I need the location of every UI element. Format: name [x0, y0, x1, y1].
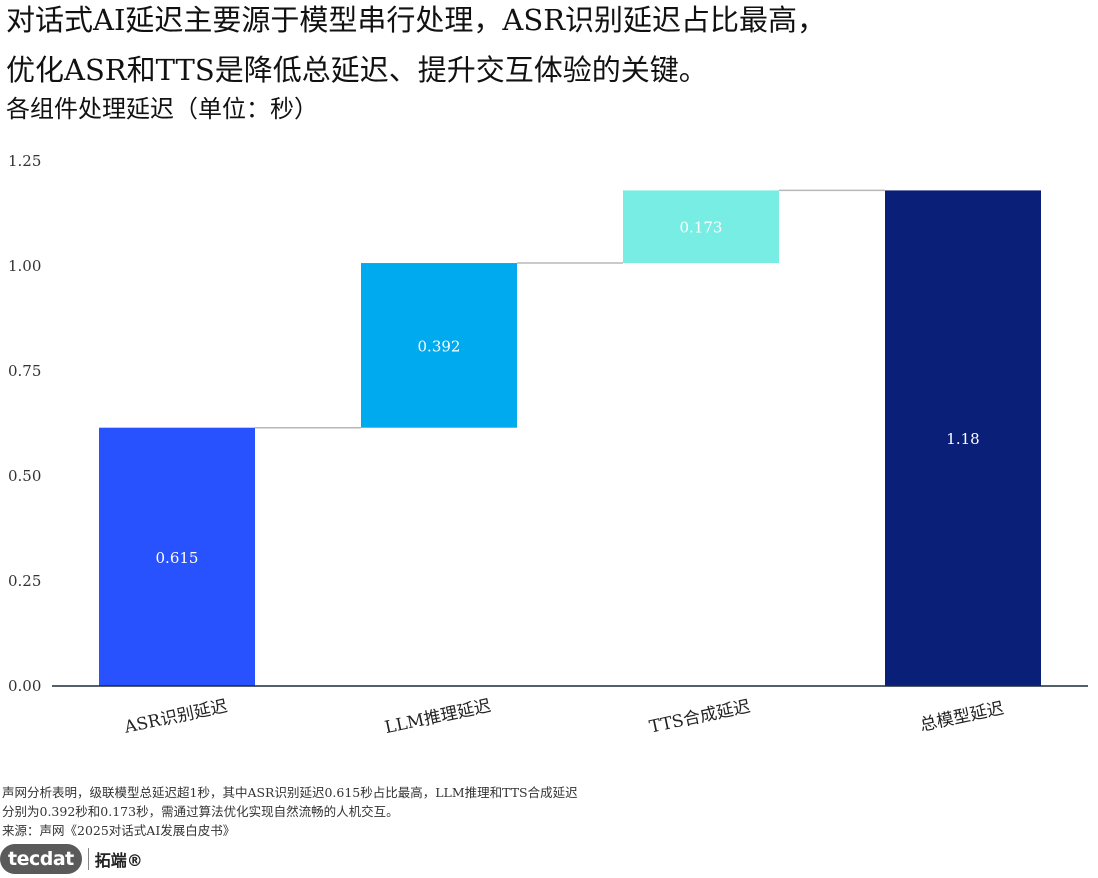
y-tick-label: 0.25: [8, 572, 41, 590]
waterfall-bar: [623, 190, 779, 264]
chart-title-line-2: 优化ASR和TTS是降低总延迟、提升交互体验的关键。: [6, 53, 708, 87]
logo-divider: [87, 848, 89, 870]
logo-badge: tecdat: [0, 844, 82, 874]
x-tick-label: TTS合成延迟: [648, 697, 753, 738]
x-tick-label: 总模型延迟: [918, 698, 1005, 735]
data-label: 0.615: [156, 549, 199, 567]
waterfall-bar: [885, 190, 1041, 686]
x-tick-label: LLM推理延迟: [383, 696, 493, 738]
y-tick-label: 0.00: [8, 677, 41, 695]
chart-subtitle: 各组件处理延迟（单位：秒）: [6, 95, 318, 123]
waterfall-bar: [361, 263, 517, 428]
chart-title-line-1: 对话式AI延迟主要源于模型串行处理，ASR识别延迟占比最高，: [6, 3, 827, 37]
logo-chinese-name: 拓端®: [94, 851, 143, 870]
brand-logo: tecdat 拓端®: [0, 842, 143, 876]
data-label: 1.18: [946, 430, 979, 448]
source-note: 来源：声网《2025对话式AI发展白皮书》: [2, 823, 236, 838]
y-tick-label: 1.00: [8, 257, 41, 275]
y-tick-label: 0.50: [8, 467, 41, 485]
footnote-line-1: 声网分析表明，级联模型总延迟超1秒，其中ASR识别延迟0.615秒占比最高，LL…: [2, 785, 578, 800]
data-label: 0.173: [680, 219, 723, 237]
y-tick-label: 0.75: [8, 362, 41, 380]
y-tick-label: 1.25: [8, 152, 41, 170]
footnote-line-2: 分别为0.392秒和0.173秒，需通过算法优化实现自然流畅的人机交互。: [2, 804, 399, 819]
waterfall-bar: [99, 427, 255, 686]
x-tick-label: ASR识别延迟: [122, 696, 230, 738]
data-label: 0.392: [418, 337, 461, 355]
